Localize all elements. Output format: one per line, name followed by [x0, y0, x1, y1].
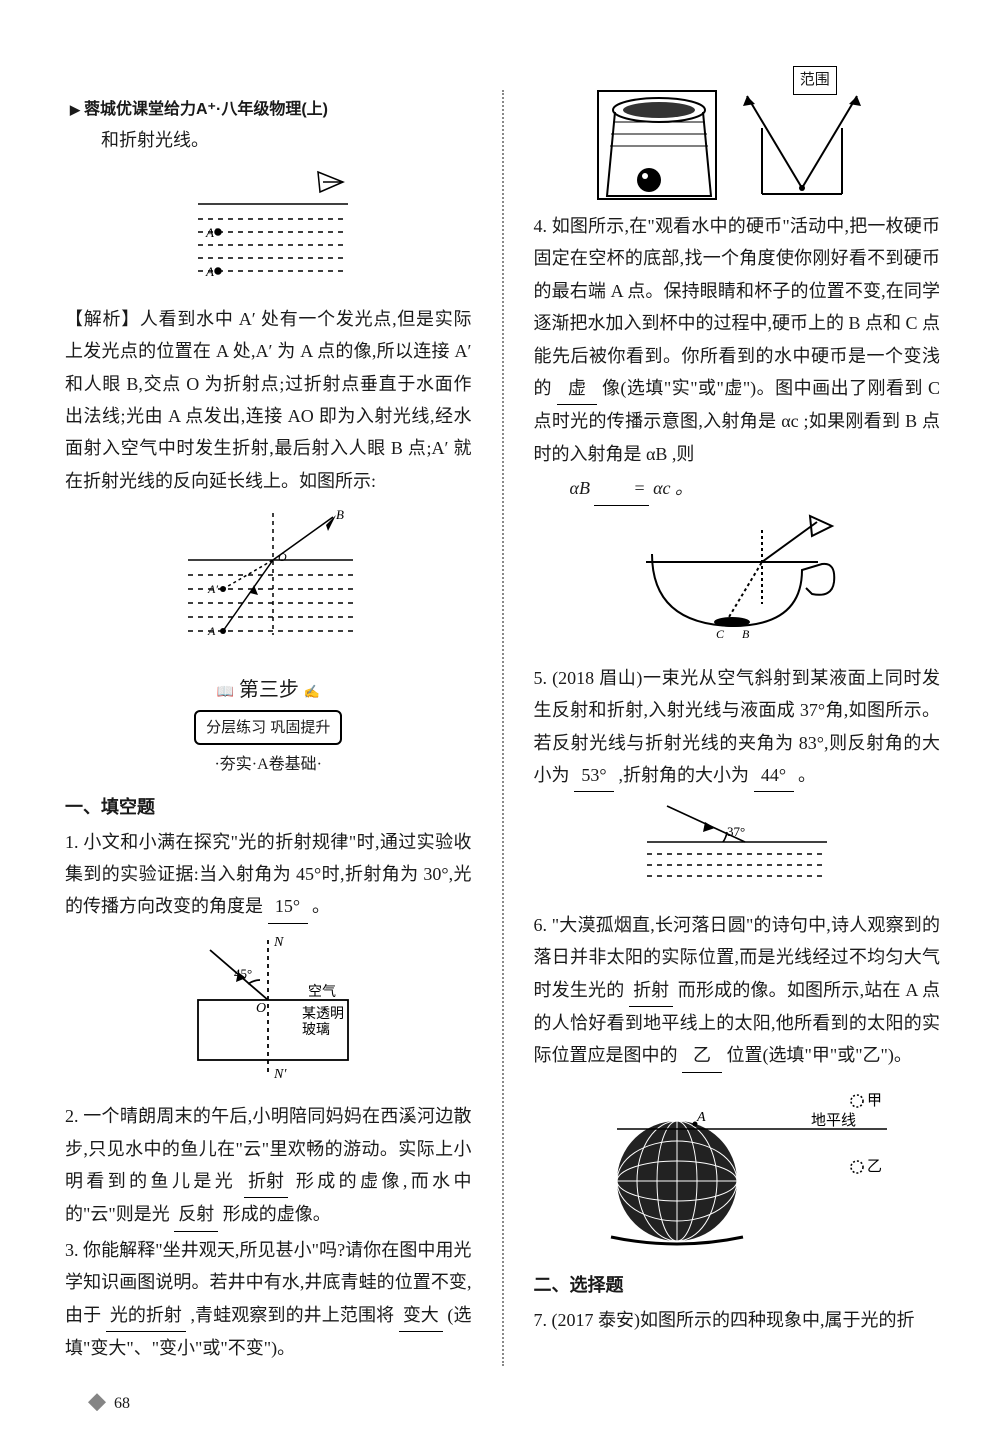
- analysis-body: 人看到水中 A′ 处有一个发光点,但是实际上发光点的位置在 A 处,A′ 为 A…: [65, 309, 472, 491]
- svg-text:空气: 空气: [308, 984, 336, 1000]
- svg-text:地平线: 地平线: [811, 1112, 856, 1129]
- svg-text:37°: 37°: [727, 824, 745, 839]
- q1-post: 。: [312, 896, 330, 916]
- well-range-diagram: 范围: [727, 90, 877, 200]
- step-main: 第三步: [239, 679, 299, 701]
- q2-ans1: 折射: [244, 1165, 288, 1198]
- svg-text:B: B: [336, 507, 344, 522]
- svg-text:A: A: [205, 264, 214, 279]
- q1-answer: 15°: [268, 890, 308, 923]
- q4-eq-r: αc 。: [653, 478, 693, 498]
- section-2-head: 二、选择题: [534, 1269, 941, 1301]
- page-body: 和折射光线。 A′ A: [0, 0, 1000, 1406]
- svg-text:N: N: [273, 935, 284, 950]
- svg-text:O: O: [256, 1001, 266, 1016]
- figure-refraction-blank: A′ A: [65, 164, 472, 294]
- q6-c: 位置(选填"甲"或"乙")。: [727, 1045, 912, 1065]
- q3: 3. 你能解释"坐井观天,所见甚小"吗?请你在图中用光学知识画图说明。若井中有水…: [65, 1234, 472, 1365]
- figure-q1: N N′ 空气 某透明 玻璃 O 45°: [65, 932, 472, 1092]
- q5-ans1: 53°: [574, 759, 614, 792]
- svg-text:N′: N′: [273, 1067, 287, 1082]
- column-divider: [502, 90, 504, 1366]
- q4-eq: αB = αc 。: [534, 472, 941, 505]
- svg-text:甲: 甲: [867, 1093, 882, 1109]
- left-column: 和折射光线。 A′ A: [65, 90, 472, 1366]
- svg-text:B: B: [742, 627, 750, 641]
- q4: 4. 如图所示,在"观看水中的硬币"活动中,把一枚硬币固定在空杯的底部,找一个角…: [534, 210, 941, 470]
- q5-c: 。: [798, 765, 816, 785]
- well-image: [597, 90, 717, 200]
- q3-b: ,青蛙观察到的井上范围将: [190, 1305, 394, 1325]
- step-sub: 分层练习 巩固提升: [194, 710, 342, 745]
- q5: 5. (2018 眉山)一束光从空气斜射到某液面上同时发生反射和折射,入射光线与…: [534, 662, 941, 793]
- q3-ans2: 变大: [399, 1299, 443, 1332]
- q4-eq-m: =: [594, 472, 648, 505]
- figure-q5: 37°: [534, 800, 941, 900]
- svg-text:45°: 45°: [234, 966, 252, 981]
- q3-ans1: 光的折射: [106, 1299, 186, 1332]
- svg-text:乙: 乙: [867, 1159, 882, 1175]
- figure-q3-pair: 范围: [534, 90, 941, 200]
- intro-line: 和折射光线。: [65, 124, 472, 156]
- q6-ans1: 折射: [629, 974, 673, 1007]
- q2: 2. 一个晴朗周末的午后,小明陪同妈妈在西溪河边散步,只见水中的鱼儿在"云"里欢…: [65, 1100, 472, 1232]
- page-header: 蓉城优课堂给力A⁺·八年级物理(上): [70, 96, 328, 125]
- q5-b: ,折射角的大小为: [619, 765, 750, 785]
- fanwei-label: 范围: [793, 66, 837, 95]
- q2-c: 形成的虚像。: [223, 1204, 331, 1224]
- q5-ans2: 44°: [754, 759, 794, 792]
- q4-ans1: 虚: [557, 372, 597, 405]
- q4-a: 4. 如图所示,在"观看水中的硬币"活动中,把一枚硬币固定在空杯的底部,找一个角…: [534, 216, 941, 398]
- svg-text:玻璃: 玻璃: [302, 1021, 330, 1038]
- q6: 6. "大漠孤烟直,长河落日圆"的诗句中,诗人观察到的落日并非太阳的实际位置,而…: [534, 909, 941, 1073]
- svg-text:O: O: [278, 550, 287, 564]
- svg-text:A′: A′: [207, 582, 218, 596]
- page-number: 68: [88, 1390, 130, 1419]
- svg-text:A: A: [207, 624, 216, 638]
- q4-eq-l: αB: [570, 478, 590, 498]
- q7: 7. (2017 泰安)如图所示的四种现象中,属于光的折: [534, 1304, 941, 1336]
- svg-text:A: A: [696, 1110, 706, 1125]
- right-column: 范围 4. 如图所示,在"观看水中的硬币"活动中,把一枚硬币固定: [534, 90, 941, 1366]
- figure-q4: C B: [534, 514, 941, 654]
- figure-q6: 地平线 A 甲 乙: [534, 1081, 941, 1261]
- q2-ans2: 反射: [174, 1198, 218, 1231]
- step-line: ·夯实·A卷基础·: [168, 751, 368, 780]
- analysis-text: 【解析】人看到水中 A′ 处有一个发光点,但是实际上发光点的位置在 A 处,A′…: [65, 303, 472, 497]
- step-box: 📖 第三步 ✍ 分层练习 巩固提升 ·夯实·A卷基础·: [168, 672, 368, 780]
- q1: 1. 小文和小满在探究"光的折射规律"时,通过实验收集到的实验证据:当入射角为 …: [65, 826, 472, 924]
- svg-text:A′: A′: [205, 225, 217, 240]
- svg-text:C: C: [716, 627, 725, 641]
- figure-refraction-solved: O A′ A B: [65, 505, 472, 655]
- step-title: 📖 第三步 ✍: [216, 672, 320, 710]
- svg-text:某透明: 某透明: [302, 1006, 344, 1022]
- section-1-head: 一、填空题: [65, 791, 472, 823]
- q6-ans2: 乙: [682, 1039, 722, 1072]
- analysis-label: 【解析】: [65, 309, 140, 329]
